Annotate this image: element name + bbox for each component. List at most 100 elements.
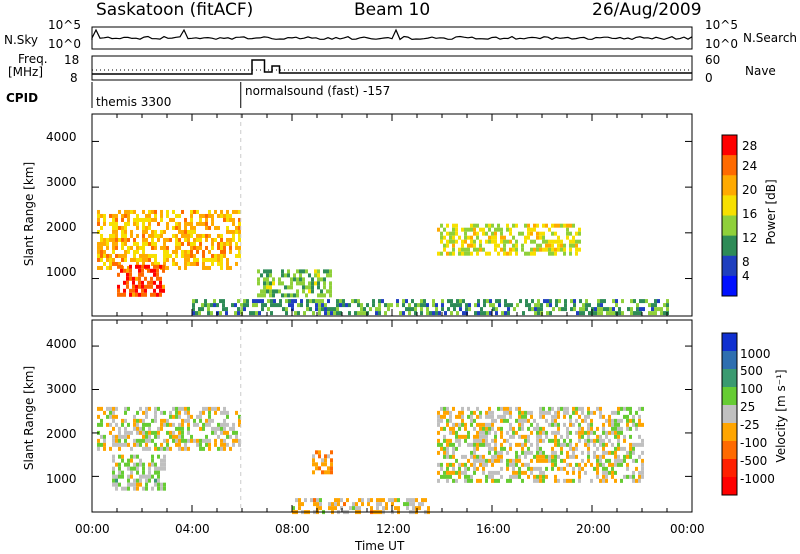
data-cell	[524, 235, 527, 240]
data-cell	[470, 418, 473, 423]
data-cell	[588, 303, 591, 308]
data-cell	[148, 253, 151, 258]
data-cell	[311, 285, 314, 290]
data-cell	[315, 307, 318, 312]
data-cell	[255, 303, 258, 308]
data-cell	[290, 293, 293, 298]
data-cell	[602, 414, 605, 419]
data-cell	[530, 247, 533, 252]
data-cell	[148, 478, 151, 483]
data-cell	[584, 438, 587, 443]
data-cell	[172, 422, 175, 427]
data-cell	[255, 299, 258, 304]
data-cell	[545, 247, 548, 252]
data-cell	[617, 454, 620, 459]
data-cell	[638, 442, 641, 447]
data-cell	[157, 486, 160, 491]
data-cell	[235, 245, 238, 250]
data-cell	[208, 422, 211, 427]
data-cell	[160, 217, 163, 222]
data-cell	[626, 454, 629, 459]
data-cell	[443, 235, 446, 240]
data-cell	[476, 422, 479, 427]
data-cell	[272, 293, 275, 298]
data-cell	[467, 414, 470, 419]
data-cell	[205, 442, 208, 447]
data-cell	[154, 261, 157, 266]
data-cell	[163, 229, 166, 234]
data-cell	[187, 430, 190, 435]
data-cell	[162, 268, 165, 273]
data-cell	[100, 253, 103, 258]
data-cell	[440, 406, 443, 411]
data-cell	[564, 303, 567, 308]
data-cell	[515, 454, 518, 459]
data-cell	[488, 458, 491, 463]
data-cell	[620, 406, 623, 411]
data-cell	[461, 462, 464, 467]
data-cell	[549, 299, 552, 304]
data-cell	[106, 245, 109, 250]
data-cell	[160, 466, 163, 471]
data-cell	[452, 251, 455, 256]
data-cell	[375, 311, 378, 316]
data-cell	[440, 223, 443, 228]
data-cell	[558, 299, 561, 304]
data-cell	[599, 406, 602, 411]
data-cell	[542, 470, 545, 475]
data-cell	[575, 462, 578, 467]
data-cell	[491, 454, 494, 459]
data-cell	[515, 247, 518, 252]
data-cell	[127, 474, 130, 479]
data-cell	[449, 251, 452, 256]
data-cell	[223, 249, 226, 254]
data-cell	[235, 209, 238, 214]
data-cell	[494, 470, 497, 475]
data-cell	[515, 418, 518, 423]
data-cell	[476, 454, 479, 459]
data-cell	[518, 414, 521, 419]
data-cell	[163, 438, 166, 443]
data-cell	[443, 243, 446, 248]
data-cell	[306, 299, 309, 304]
data-cell	[501, 311, 504, 316]
data-cell	[162, 288, 165, 293]
data-cell	[406, 506, 409, 511]
data-cell	[133, 257, 136, 262]
data-cell	[157, 430, 160, 435]
data-cell	[144, 292, 147, 297]
data-cell	[363, 311, 366, 316]
data-cell	[515, 430, 518, 435]
data-cell	[531, 307, 534, 312]
data-cell	[299, 281, 302, 286]
data-cell	[629, 406, 632, 411]
nsky-tick-top: 10^5	[48, 18, 81, 32]
data-cell	[495, 311, 498, 316]
p1-ytick-1000: 1000	[46, 265, 77, 279]
data-cell	[515, 474, 518, 479]
data-cell	[284, 273, 287, 278]
data-cell	[476, 231, 479, 236]
data-cell	[470, 251, 473, 256]
data-cell	[103, 241, 106, 246]
data-cell	[121, 245, 124, 250]
data-cell	[485, 458, 488, 463]
data-cell	[452, 231, 455, 236]
data-cell	[100, 245, 103, 250]
data-cell	[133, 442, 136, 447]
data-cell	[330, 307, 333, 312]
data-cell	[551, 239, 554, 244]
data-cell	[360, 303, 363, 308]
data-cell	[638, 414, 641, 419]
data-cell	[163, 446, 166, 451]
data-cell	[470, 462, 473, 467]
data-cell	[226, 209, 229, 214]
data-cell	[217, 253, 220, 258]
data-cell	[296, 281, 299, 286]
data-cell	[238, 237, 241, 242]
data-cell	[126, 280, 129, 285]
data-cell	[623, 458, 626, 463]
data-cell	[563, 223, 566, 228]
data-cell	[257, 269, 260, 274]
data-cell	[252, 303, 255, 308]
